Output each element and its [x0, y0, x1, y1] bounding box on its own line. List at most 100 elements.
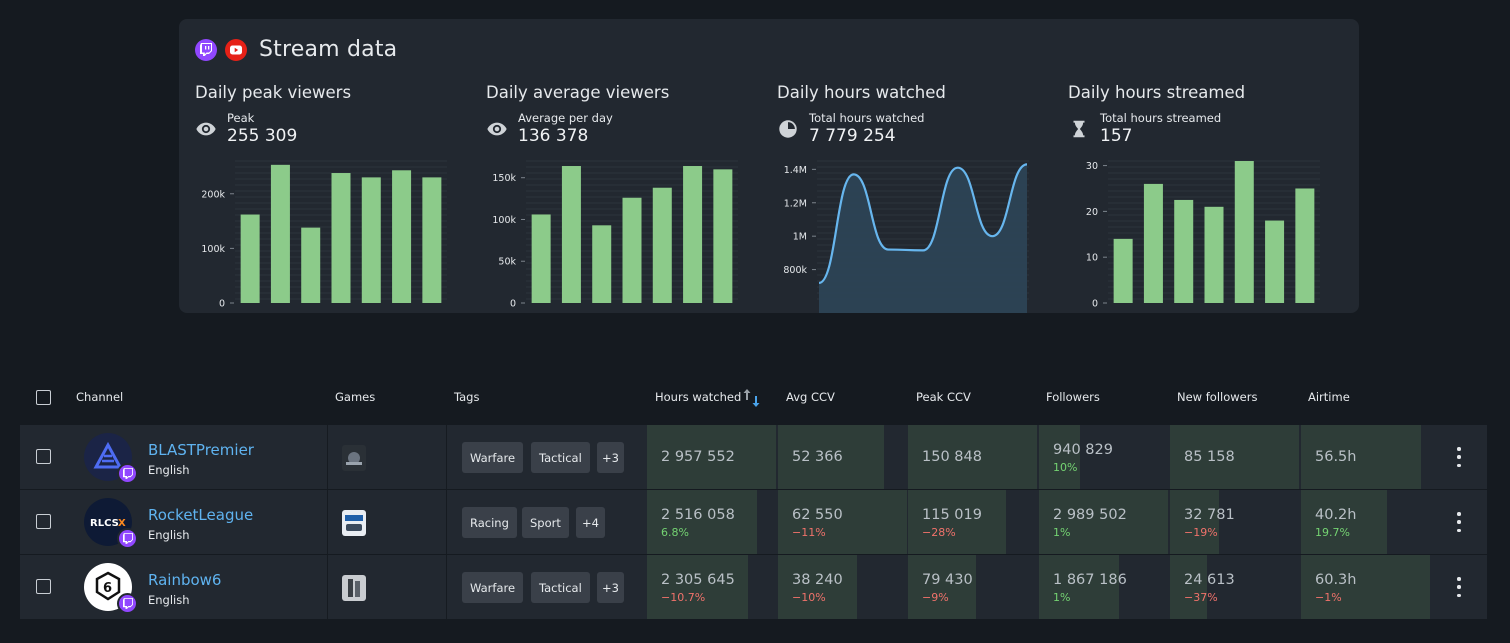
metric-bar — [1301, 425, 1421, 489]
y-tick-label: 50k — [498, 257, 516, 268]
chart-bar — [1265, 220, 1285, 303]
metric-bar — [647, 425, 776, 489]
avatar[interactable] — [84, 433, 138, 484]
metric-cell: 38 240 −10% — [778, 555, 907, 619]
chart-bar — [392, 170, 412, 303]
channel-name-link[interactable]: BLASTPremier — [148, 441, 254, 459]
card-title: Stream data — [259, 37, 398, 62]
header-channel[interactable]: Channel — [76, 390, 124, 404]
rlcs-logo-icon: RLCS X — [90, 518, 126, 529]
metric-cell: 2 989 502 1% — [1039, 490, 1168, 554]
metric-cell: 60.3h −1% — [1301, 555, 1430, 619]
y-tick-label: 1.4M — [784, 165, 807, 176]
sort-icon[interactable] — [742, 387, 762, 409]
tag-chip[interactable]: Warfare — [462, 442, 524, 473]
metric-value: 38 240 — [792, 572, 843, 588]
table-row[interactable]: 6 Rainbow6 English Warfare Tactical +3 2… — [20, 555, 1487, 619]
header-peak-ccv[interactable]: Peak CCV — [916, 390, 971, 404]
metric-change: −11% — [792, 526, 826, 539]
row-menu-icon[interactable] — [1454, 512, 1464, 532]
y-tick-label: 100k — [492, 215, 516, 226]
more-tags-chip[interactable]: +4 — [576, 507, 605, 538]
twitch-icon[interactable] — [195, 38, 217, 61]
header-avg-ccv[interactable]: Avg CCV — [786, 390, 835, 404]
table-row[interactable]: RLCS X RocketLeague English Racing Sport … — [20, 490, 1487, 554]
metric-change: −1% — [1315, 591, 1342, 604]
tag-chip[interactable]: Racing — [462, 507, 517, 538]
row-checkbox[interactable] — [36, 514, 51, 529]
metric-change: 1% — [1053, 526, 1071, 539]
chart-bar — [1113, 238, 1133, 303]
game-thumbnail-icon[interactable] — [342, 575, 366, 601]
metric-change: −28% — [922, 526, 956, 539]
metric-change: −9% — [922, 591, 949, 604]
header-new-followers[interactable]: New followers — [1177, 390, 1258, 404]
metric-change: 19.7% — [1315, 526, 1350, 539]
tag-chip[interactable]: Sport — [522, 507, 569, 538]
metric-value: 32 781 — [1184, 507, 1235, 523]
chart-bar — [270, 164, 290, 303]
channel-name-link[interactable]: Rainbow6 — [148, 571, 222, 589]
avatar[interactable]: 6 — [84, 563, 138, 614]
metric-cell: 24 613 −37% — [1170, 555, 1299, 619]
y-tick-label: 150k — [492, 173, 516, 184]
stat-title: Daily hours streamed — [1068, 83, 1246, 102]
select-all-checkbox[interactable] — [36, 390, 51, 405]
tag-chip[interactable]: Warfare — [462, 572, 524, 603]
metric-cell: 52 366 — [778, 425, 907, 489]
row-menu-icon[interactable] — [1454, 577, 1464, 597]
header-tags[interactable]: Tags — [454, 390, 480, 404]
svg-text:RLCS: RLCS — [90, 518, 119, 529]
metric-value: 150 848 — [922, 449, 982, 465]
svg-text:X: X — [118, 518, 126, 529]
metric-bar — [908, 425, 1037, 489]
twitch-badge-icon — [117, 593, 138, 614]
stat-daily-peak-viewers: Daily peak viewers Peak 255 309 0 100k 200… — [179, 81, 459, 311]
metric-cell: 940 829 10% — [1039, 425, 1168, 489]
header-games[interactable]: Games — [335, 390, 376, 404]
metric-value: 85 158 — [1184, 449, 1235, 465]
row-checkbox[interactable] — [36, 579, 51, 594]
channel-name-link[interactable]: RocketLeague — [148, 506, 254, 524]
header-airtime[interactable]: Airtime — [1308, 390, 1350, 404]
avatar[interactable]: RLCS X — [84, 498, 138, 549]
twitch-badge-icon — [117, 528, 138, 549]
y-tick-label: 0 — [510, 299, 516, 310]
stream-data-card: Stream data Daily peak viewers Peak 255 … — [179, 19, 1359, 313]
stat-daily-hours-streamed: Daily hours streamed Total hours streame… — [1052, 81, 1332, 311]
metric-value: 2 516 058 — [661, 507, 735, 523]
y-tick-label: 1M — [793, 232, 807, 243]
y-tick-label: 0 — [219, 299, 225, 310]
metric-bar — [1301, 555, 1430, 619]
game-thumbnail-icon[interactable] — [342, 445, 366, 471]
row-checkbox[interactable] — [36, 449, 51, 464]
chart-bar — [622, 197, 642, 303]
tag-chip[interactable]: Tactical — [531, 572, 590, 603]
metric-change: 1% — [1053, 591, 1071, 604]
metric-cell: 56.5h — [1301, 425, 1430, 489]
more-tags-chip[interactable]: +3 — [597, 572, 624, 603]
y-tick-label: 1.2M — [784, 198, 807, 209]
stat-label: Average per day — [518, 111, 613, 125]
metric-bar — [1039, 555, 1119, 619]
row-menu-icon[interactable] — [1454, 447, 1464, 467]
tag-chip[interactable]: Tactical — [531, 442, 590, 473]
game-thumbnail-icon[interactable] — [342, 510, 366, 536]
table-row[interactable]: BLASTPremier English Warfare Tactical +3… — [20, 425, 1487, 489]
channel-language: English — [148, 463, 190, 477]
chart-area — [819, 164, 1027, 313]
more-tags-chip[interactable]: +3 — [597, 442, 624, 473]
youtube-icon[interactable] — [225, 38, 247, 61]
metric-cell: 40.2h 19.7% — [1301, 490, 1430, 554]
y-tick-label: 0 — [1092, 299, 1098, 310]
stat-label: Total hours watched — [809, 111, 925, 125]
metric-value: 2 957 552 — [661, 449, 735, 465]
chart-bar — [531, 214, 551, 303]
stat-value: 136 378 — [518, 126, 589, 146]
metric-value: 56.5h — [1315, 449, 1357, 465]
y-tick-label: 10 — [1086, 253, 1098, 264]
header-followers[interactable]: Followers — [1046, 390, 1100, 404]
metric-value: 60.3h — [1315, 572, 1357, 588]
chart-bar — [422, 177, 442, 303]
header-hours-watched[interactable]: Hours watched — [655, 390, 742, 404]
